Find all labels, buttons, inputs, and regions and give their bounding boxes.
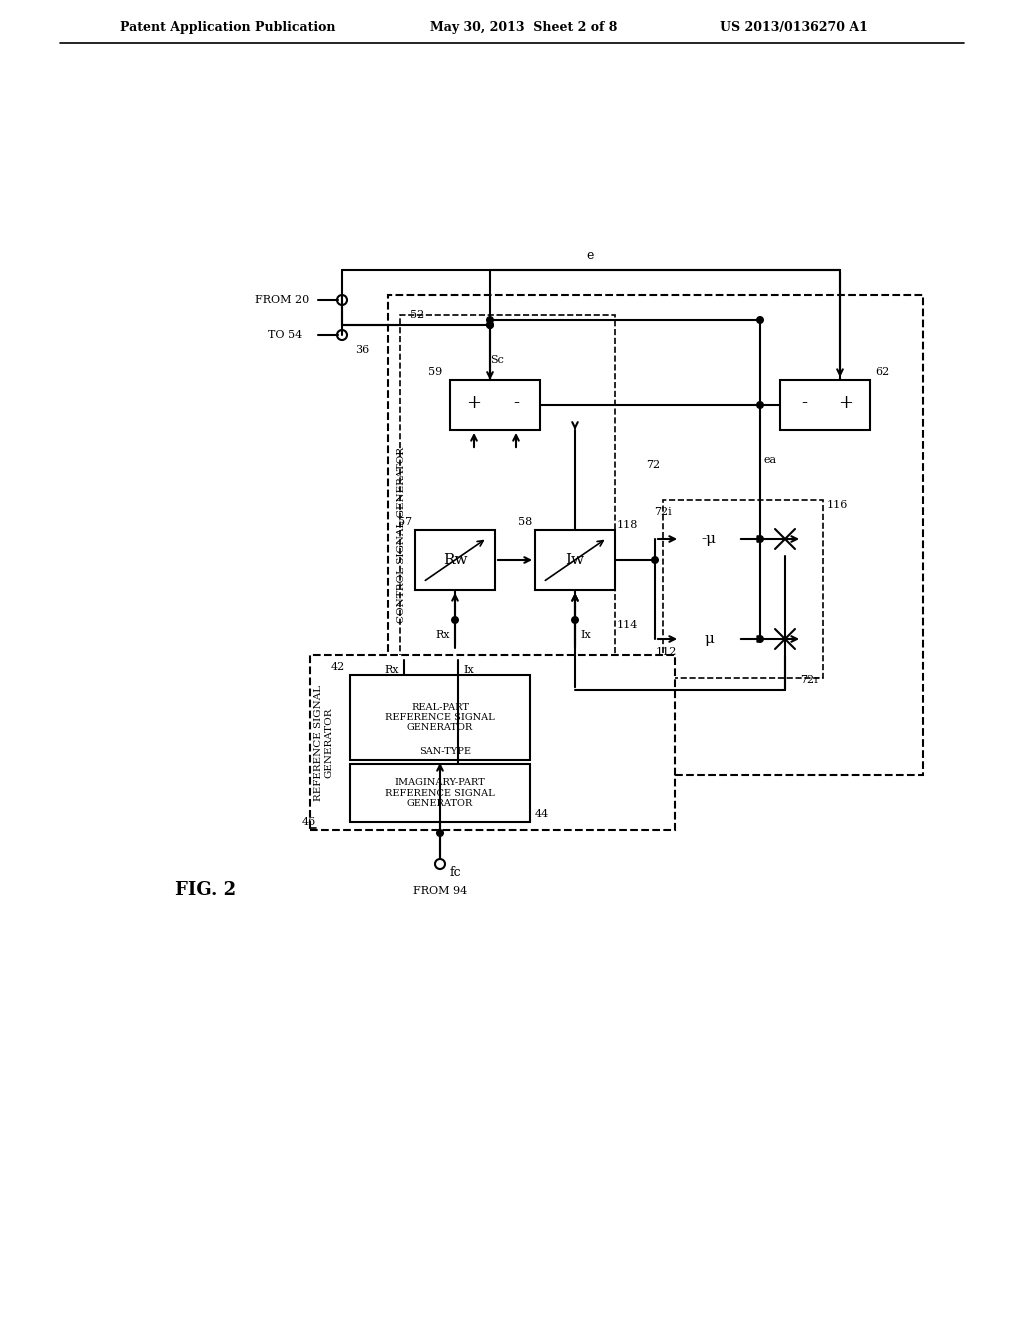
Bar [350,675,530,760]
Circle shape [571,616,579,624]
Text: e: e [587,249,594,261]
Text: REFERENCE SIGNAL
GENERATOR: REFERENCE SIGNAL GENERATOR [314,685,334,800]
Text: 72i: 72i [654,507,672,517]
Bar [680,618,738,660]
Circle shape [768,622,802,656]
Circle shape [436,829,444,837]
Text: 72: 72 [646,459,660,470]
Circle shape [756,401,764,409]
Text: TO 54: TO 54 [268,330,302,341]
Circle shape [756,315,764,323]
Text: 116: 116 [827,500,848,510]
Text: 57: 57 [398,517,412,527]
Circle shape [451,616,459,624]
Text: Patent Application Publication: Patent Application Publication [120,21,336,34]
Text: 46: 46 [302,817,316,828]
Text: μ: μ [705,632,714,645]
Text: REAL-PART
REFERENCE SIGNAL
GENERATOR: REAL-PART REFERENCE SIGNAL GENERATOR [385,702,495,733]
Text: 44: 44 [535,809,549,818]
Text: FROM 94: FROM 94 [413,886,467,896]
Bar [450,380,540,430]
Text: fc: fc [450,866,462,879]
Text: Rw: Rw [442,553,467,568]
Text: FROM 20: FROM 20 [255,294,309,305]
Text: CONTROL SIGNAL GENERATOR: CONTROL SIGNAL GENERATOR [397,447,407,623]
Circle shape [337,330,347,341]
Text: Iw: Iw [565,553,585,568]
Text: Rx: Rx [384,665,399,675]
Text: 42: 42 [331,663,345,672]
Text: Rx: Rx [435,630,450,640]
Text: 112: 112 [655,647,677,657]
Bar [663,500,823,678]
Circle shape [486,321,494,329]
Text: -μ: -μ [701,532,717,546]
Text: May 30, 2013  Sheet 2 of 8: May 30, 2013 Sheet 2 of 8 [430,21,617,34]
Text: 118: 118 [616,520,638,531]
Circle shape [486,321,494,329]
Text: +: + [467,393,481,412]
Circle shape [768,521,802,556]
Text: -: - [801,393,807,412]
Circle shape [435,859,445,869]
Text: ea: ea [764,455,776,465]
Bar [388,294,923,775]
Circle shape [337,294,347,305]
Text: US 2013/0136270 A1: US 2013/0136270 A1 [720,21,868,34]
Text: 72r: 72r [800,675,819,685]
Bar [535,531,615,590]
Text: 58: 58 [518,517,532,527]
Text: 59: 59 [428,367,442,378]
Bar [310,655,675,830]
Text: 114: 114 [616,620,638,630]
Text: 62: 62 [874,367,889,378]
Text: 36: 36 [355,345,370,355]
Circle shape [571,686,579,694]
Text: Ix: Ix [580,630,591,640]
Circle shape [651,556,659,564]
Bar [415,531,495,590]
Circle shape [756,635,764,643]
Bar [780,380,870,430]
Text: -: - [513,393,519,412]
Circle shape [486,315,494,323]
Text: Sc: Sc [490,355,504,366]
Text: SAN-TYPE: SAN-TYPE [419,747,471,756]
Bar [400,315,615,766]
Text: FIG. 2: FIG. 2 [175,880,237,899]
Bar [680,517,738,560]
Text: Ix: Ix [463,665,474,675]
Circle shape [756,535,764,543]
Text: IMAGINARY-PART
REFERENCE SIGNAL
GENERATOR: IMAGINARY-PART REFERENCE SIGNAL GENERATO… [385,777,495,808]
Text: 52: 52 [410,310,424,319]
Bar [350,764,530,822]
Text: +: + [839,393,853,412]
